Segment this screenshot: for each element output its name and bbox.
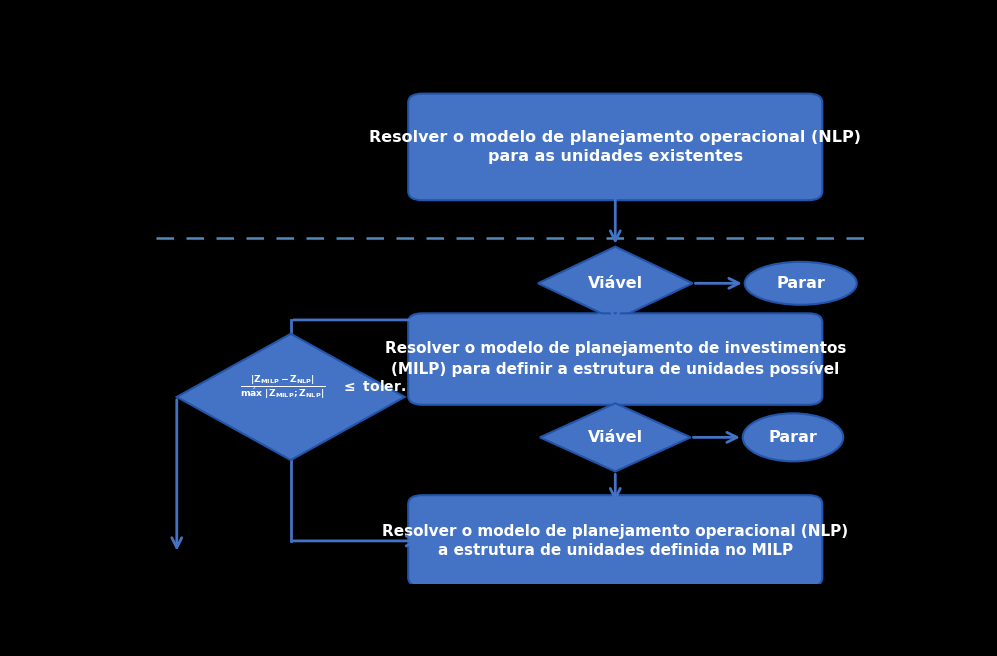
Ellipse shape: [743, 413, 843, 461]
Text: Viável: Viável: [587, 430, 643, 445]
Text: Resolver o modelo de planejamento de investimentos
(MILP) para definir a estrutu: Resolver o modelo de planejamento de inv…: [385, 341, 846, 377]
FancyBboxPatch shape: [408, 495, 823, 586]
Text: Viável: Viável: [587, 276, 643, 291]
FancyBboxPatch shape: [408, 314, 823, 405]
Text: $\mathbf{\leq}$ toler.: $\mathbf{\leq}$ toler.: [341, 379, 406, 394]
Ellipse shape: [745, 262, 856, 305]
Polygon shape: [540, 403, 691, 472]
FancyBboxPatch shape: [408, 94, 823, 200]
Text: Resolver o modelo de planejamento operacional (NLP)
para as unidades existentes: Resolver o modelo de planejamento operac…: [369, 129, 861, 164]
Text: $\mathbf{\frac{|Z_{MILP} - Z_{NLP}|}{m\acute{a}x\ |Z_{MILP}; Z_{NLP}|}}$: $\mathbf{\frac{|Z_{MILP} - Z_{NLP}|}{m\a…: [240, 373, 326, 400]
Text: Parar: Parar: [777, 276, 826, 291]
Text: Parar: Parar: [769, 430, 818, 445]
Text: Resolver o modelo de planejamento operacional (NLP)
a estrutura de unidades defi: Resolver o modelo de planejamento operac…: [382, 523, 848, 558]
Polygon shape: [538, 247, 693, 320]
Polygon shape: [176, 334, 405, 460]
